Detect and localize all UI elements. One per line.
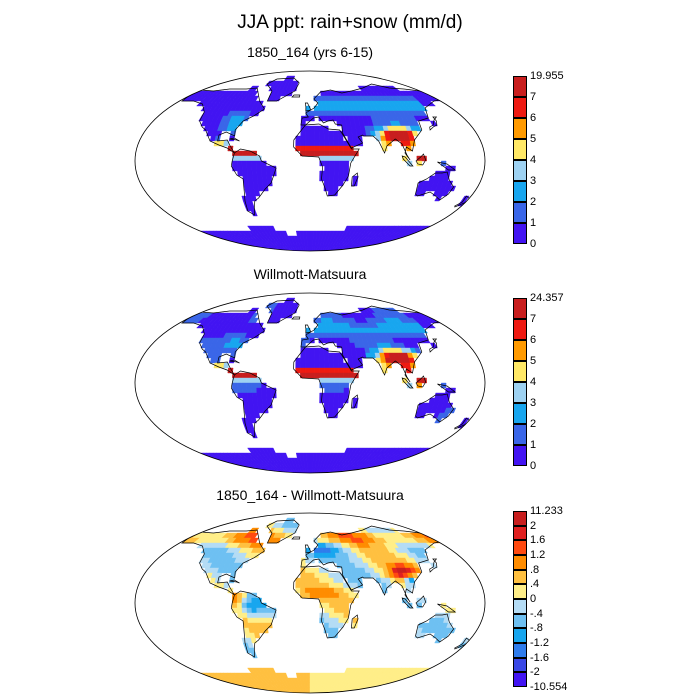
colorbar-swatch [513,643,527,658]
colorbar-label: 0 [530,460,537,472]
colorbar-label: 2 [530,519,537,532]
colorbar-swatch [513,584,527,599]
map-border [134,292,486,474]
colorbar-swatch [513,223,527,244]
colorbar-label: 1 [530,217,537,229]
colorbar-label: 7 [530,313,537,325]
colorbar-swatch [513,569,527,585]
colorbar-swatch [513,139,527,160]
colorbar-label: 2 [530,418,537,430]
colorbar-label: .8 [530,563,540,576]
colorbar-label: 5 [530,355,537,367]
colorbar-swatch [513,613,527,629]
colorbar-label: 4 [530,154,537,166]
precip-grid [176,297,470,473]
panel-3-map [134,512,486,694]
colorbar-swatch [513,319,527,340]
colorbar-swatch [513,672,527,687]
colorbar-label: 1 [530,439,537,451]
coastlines [181,77,471,216]
colorbar-label: 1.6 [530,534,546,547]
colorbar-swatch [513,382,527,403]
panel-3-title: 1850_164 - Willmott-Matsuura [216,487,404,503]
colorbar-label: 6 [530,112,537,124]
colorbar-swatch [513,97,527,118]
colorbar-label: -1.6 [530,651,549,664]
colorbar-label: 3 [530,175,537,187]
colorbar-swatch [513,445,527,466]
colorbar-swatch [513,298,527,319]
panel-3-colorbar [513,511,527,687]
colorbar-label: -2 [530,666,540,679]
colorbar-label: 2 [530,196,537,208]
panel-2-colorbar [513,298,527,466]
colorbar-swatch [513,118,527,139]
colorbar-swatch [513,181,527,202]
panel-1-title: 1850_164 (yrs 6-15) [246,44,374,60]
colorbar-label: 5 [530,133,537,145]
colorbar-label: 6 [530,334,537,346]
map-border [134,512,486,694]
colorbar-swatch [513,76,527,97]
colorbar-label: 7 [530,91,537,103]
colorbar-label: -10.554 [530,681,568,693]
panel-2-title: Willmott-Matsuura [253,266,367,282]
colorbar-swatch [513,361,527,382]
colorbar-label: 0 [530,238,537,250]
colorbar-label: 0 [530,593,537,605]
colorbar-label: 24.357 [530,292,564,304]
colorbar-swatch [513,403,527,424]
colorbar-swatch [513,657,527,673]
panel-2-map [134,292,486,474]
colorbar-swatch [513,202,527,223]
colorbar-swatch [513,525,527,541]
colorbar-swatch [513,424,527,445]
colorbar-swatch [513,599,527,614]
colorbar-swatch [513,160,527,181]
panel-1-colorbar [513,76,527,244]
colorbar-label: 1.2 [530,549,546,561]
figure-title: JJA ppt: rain+snow (mm/d) [237,12,463,33]
map-border [134,70,486,252]
colorbar-label: -1.2 [530,637,549,649]
precip-grid [176,75,470,251]
panel-1-map [134,70,486,252]
colorbar-label: .4 [530,578,540,591]
colorbar-label: 4 [530,376,537,388]
colorbar-label: 3 [530,397,537,409]
coastlines [181,299,471,438]
colorbar-swatch [513,628,527,643]
precip-grid [176,517,470,693]
colorbar-swatch [513,540,527,555]
colorbar-label: -.8 [530,622,543,635]
colorbar-swatch [513,511,527,526]
colorbar-label: 19.955 [530,70,564,82]
colorbar-swatch [513,340,527,361]
colorbar-swatch [513,555,527,570]
colorbar-label: -.4 [530,607,543,620]
colorbar-label: 11.233 [530,505,563,517]
